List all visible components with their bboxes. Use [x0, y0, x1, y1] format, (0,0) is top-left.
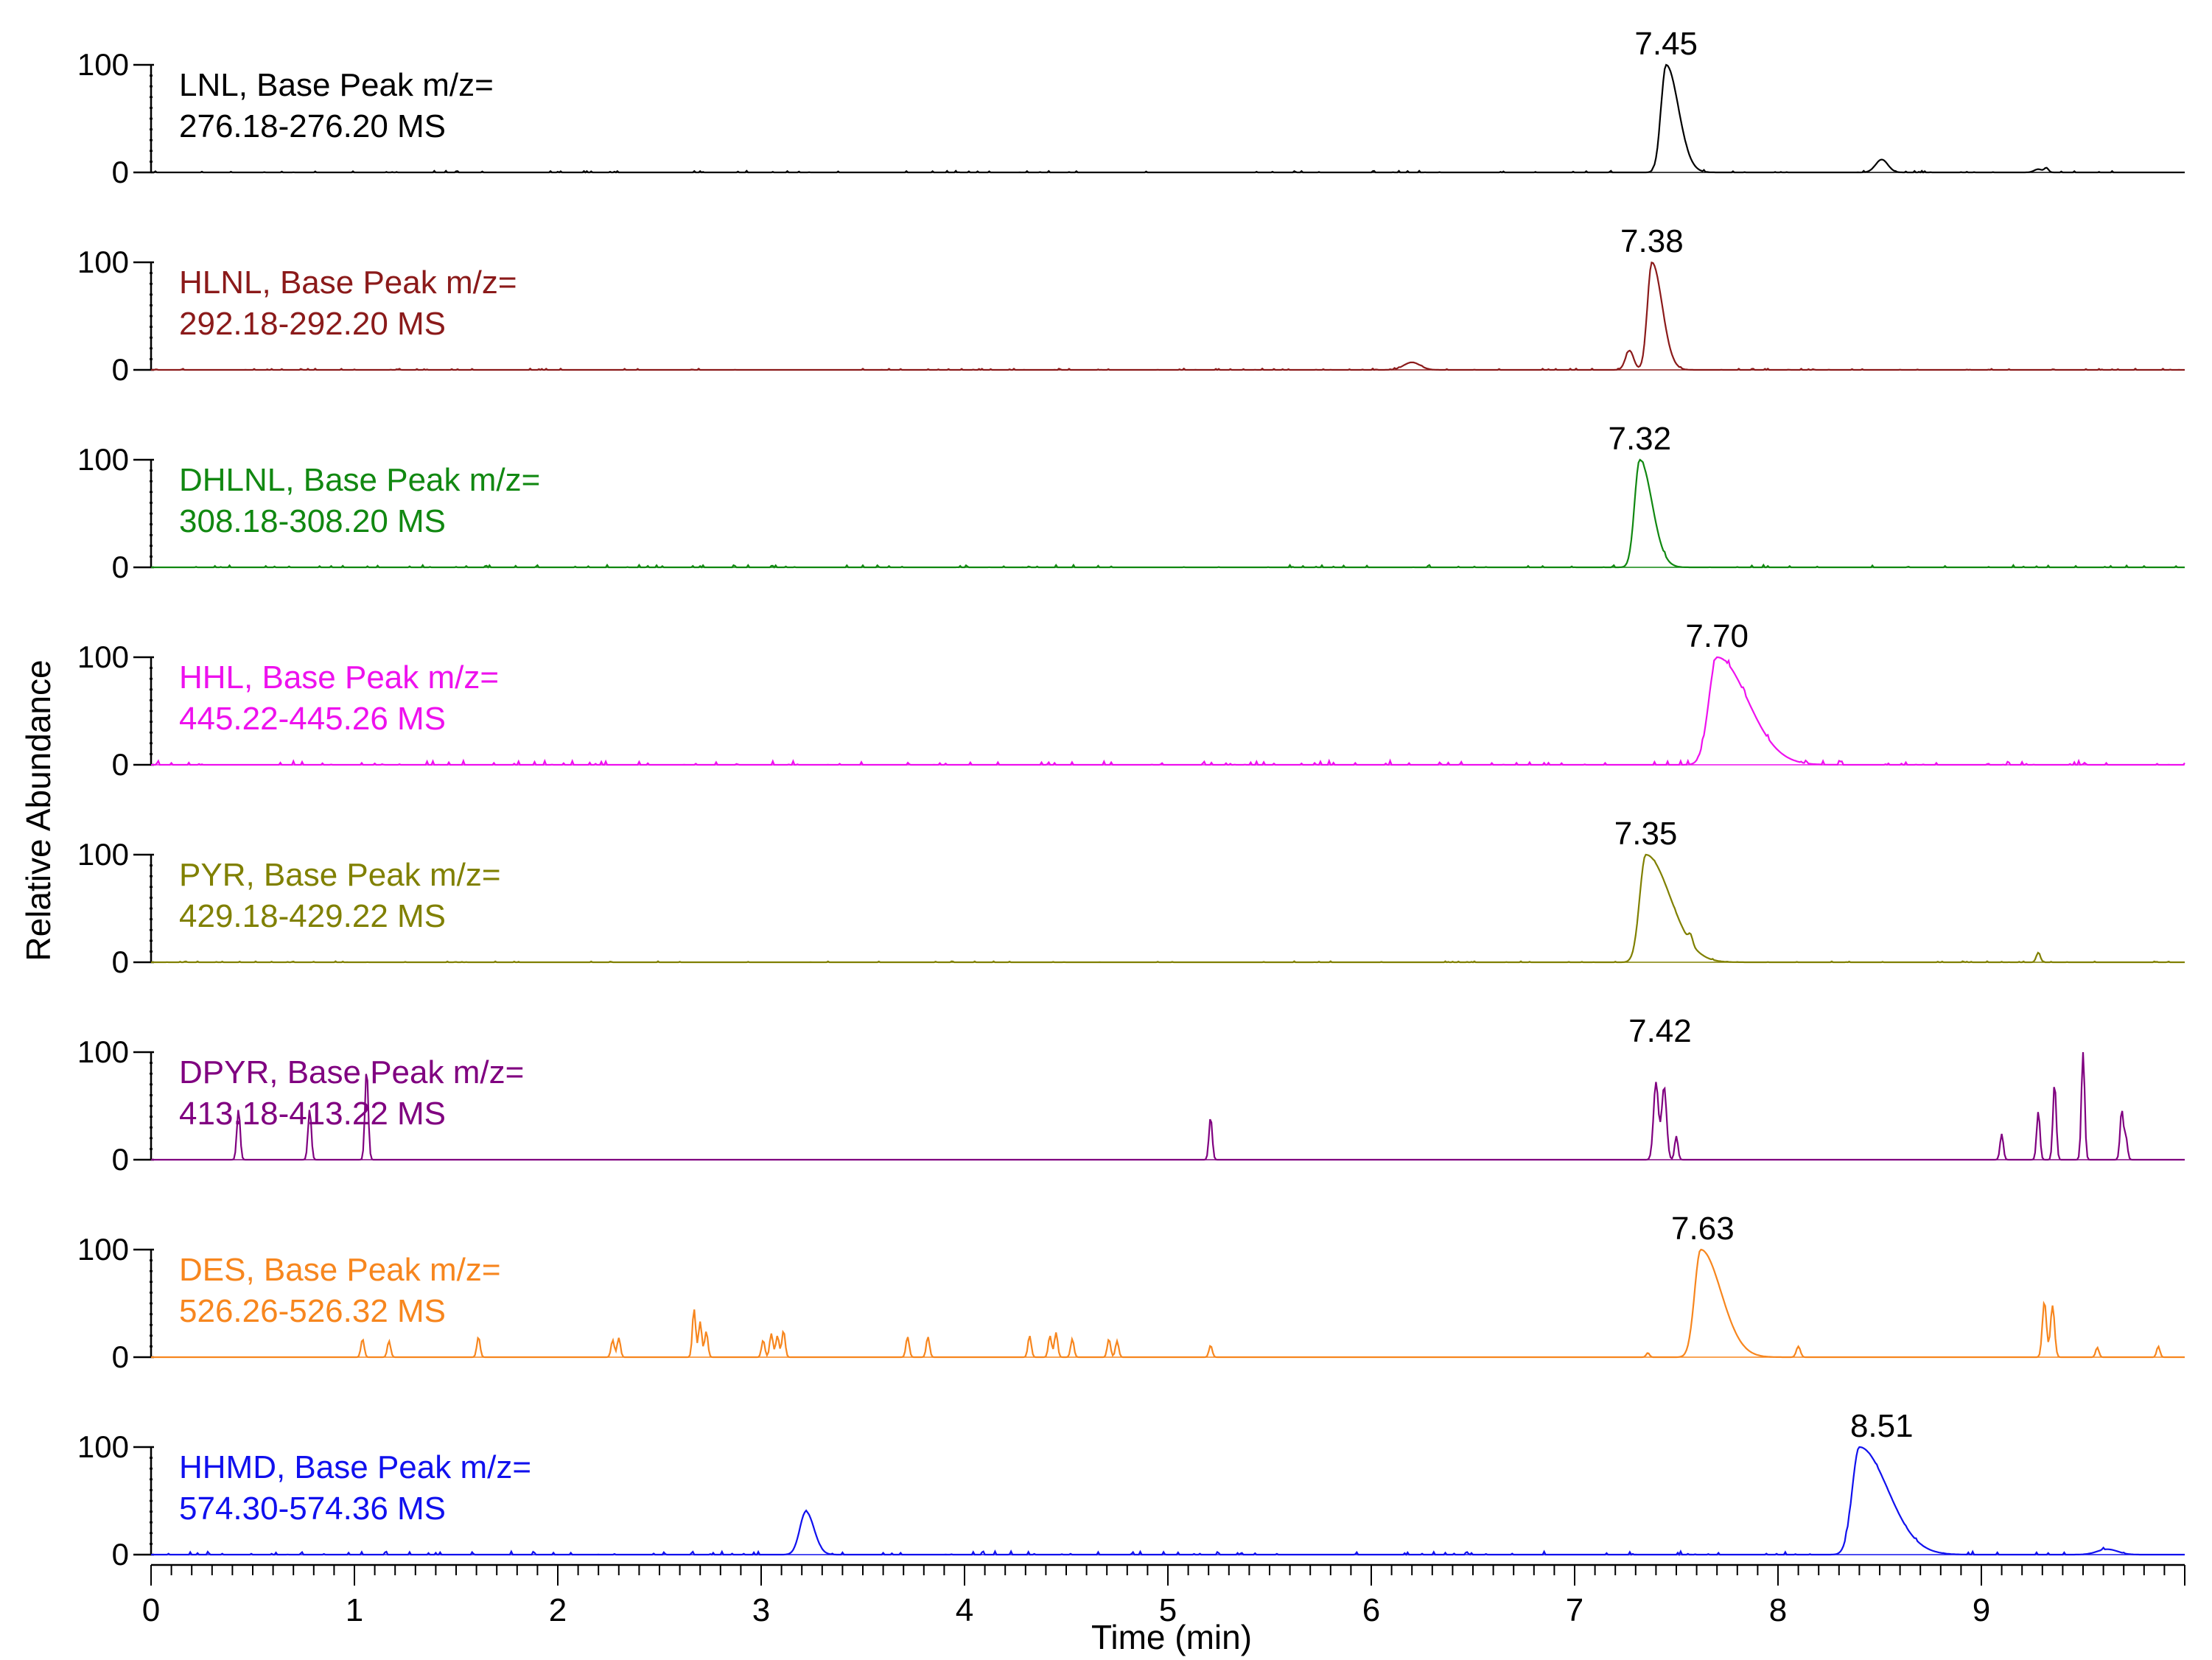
x-tick-label: 9 [1973, 1592, 1990, 1628]
x-tick-label: 4 [956, 1592, 973, 1628]
y-tick-label-100: 100 [77, 1232, 129, 1267]
trace-label-line2: 429.18-429.22 MS [179, 898, 446, 934]
panels-group: 100 0 LNL, Base Peak m/z= 276.18-276.20 MS 7… [77, 26, 2185, 1572]
peak-label: 7.70 [1685, 618, 1749, 654]
y-tick-label-100: 100 [77, 1429, 129, 1464]
panel-lnl: 100 0 LNL, Base Peak m/z= 276.18-276.20 MS 7… [77, 26, 2185, 189]
trace-label-line1: HHMD, Base Peak m/z= [179, 1449, 531, 1485]
trace-label-line2: 574.30-574.36 MS [179, 1491, 446, 1527]
y-tick-label-100: 100 [77, 442, 129, 477]
peak-label: 7.42 [1628, 1013, 1692, 1049]
peak-label: 7.35 [1614, 816, 1678, 852]
panel-des: 100 0 DES, Base Peak m/z= 526.26-526.32 MS 7… [77, 1211, 2185, 1374]
x-axis-label: Time (min) [1091, 1618, 1252, 1656]
trace-label-line2: 276.18-276.20 MS [179, 108, 446, 144]
trace-label-line1: LNL, Base Peak m/z= [179, 67, 494, 103]
x-tick-label: 1 [346, 1592, 363, 1628]
x-tick-label: 2 [549, 1592, 567, 1628]
peak-label: 7.38 [1620, 223, 1684, 259]
trace-label-line2: 292.18-292.20 MS [179, 306, 446, 342]
panel-dhlnl: 100 0 DHLNL, Base Peak m/z= 308.18-308.20 M… [77, 421, 2185, 584]
trace-label-line1: HLNL, Base Peak m/z= [179, 265, 517, 301]
panel-pyr: 100 0 PYR, Base Peak m/z= 429.18-429.22 MS 7… [77, 816, 2185, 979]
trace-label-line2: 308.18-308.20 MS [179, 503, 446, 539]
y-axis-label: Relative Abundance [19, 659, 57, 961]
panel-hhmd: 100 0 HHMD, Base Peak m/z= 574.30-574.36 MS… [77, 1408, 2185, 1572]
trace-label-line1: HHL, Base Peak m/z= [179, 659, 499, 696]
y-tick-label-100: 100 [77, 47, 129, 82]
trace-label-line1: PYR, Base Peak m/z= [179, 857, 501, 893]
panel-hlnl: 100 0 HLNL, Base Peak m/z= 292.18-292.20 MS… [77, 223, 2185, 387]
x-axis: 0 1 2 3 4 5 6 7 8 9 [142, 1563, 2185, 1628]
trace-label-line2: 526.26-526.32 MS [179, 1293, 446, 1329]
y-tick-label-100: 100 [77, 245, 129, 279]
trace-label-line1: DES, Base Peak m/z= [179, 1252, 501, 1288]
y-tick-label-100: 100 [77, 640, 129, 674]
y-tick-label-0: 0 [112, 550, 129, 584]
y-tick-label-100: 100 [77, 1034, 129, 1069]
x-tick-label: 5 [1159, 1592, 1177, 1628]
trace-label-line1: DHLNL, Base Peak m/z= [179, 462, 540, 498]
trace-label-line2: 445.22-445.26 MS [179, 701, 446, 737]
y-tick-label-0: 0 [112, 155, 129, 189]
peak-label: 7.45 [1634, 26, 1698, 62]
trace-label-line2: 413.18-413.22 MS [179, 1096, 446, 1132]
x-tick-label: 7 [1566, 1592, 1583, 1628]
y-tick-label-0: 0 [112, 352, 129, 387]
trace-label-line1: DPYR, Base Peak m/z= [179, 1054, 524, 1090]
y-tick-label-0: 0 [112, 945, 129, 979]
x-tick-label: 8 [1769, 1592, 1787, 1628]
x-tick-label: 3 [752, 1592, 770, 1628]
y-tick-label-0: 0 [112, 1339, 129, 1374]
panel-dpyr: 100 0 DPYR, Base Peak m/z= 413.18-413.22 MS… [77, 1013, 2185, 1177]
peak-label: 7.32 [1608, 421, 1671, 457]
y-tick-label-0: 0 [112, 747, 129, 782]
panel-hhl: 100 0 HHL, Base Peak m/z= 445.22-445.26 MS 7… [77, 618, 2185, 782]
peak-label: 8.51 [1850, 1408, 1914, 1444]
y-tick-label-0: 0 [112, 1537, 129, 1572]
y-tick-label-100: 100 [77, 837, 129, 872]
x-tick-label: 0 [142, 1592, 160, 1628]
peak-label: 7.63 [1671, 1211, 1735, 1247]
y-tick-label-0: 0 [112, 1142, 129, 1177]
x-tick-label: 6 [1362, 1592, 1380, 1628]
